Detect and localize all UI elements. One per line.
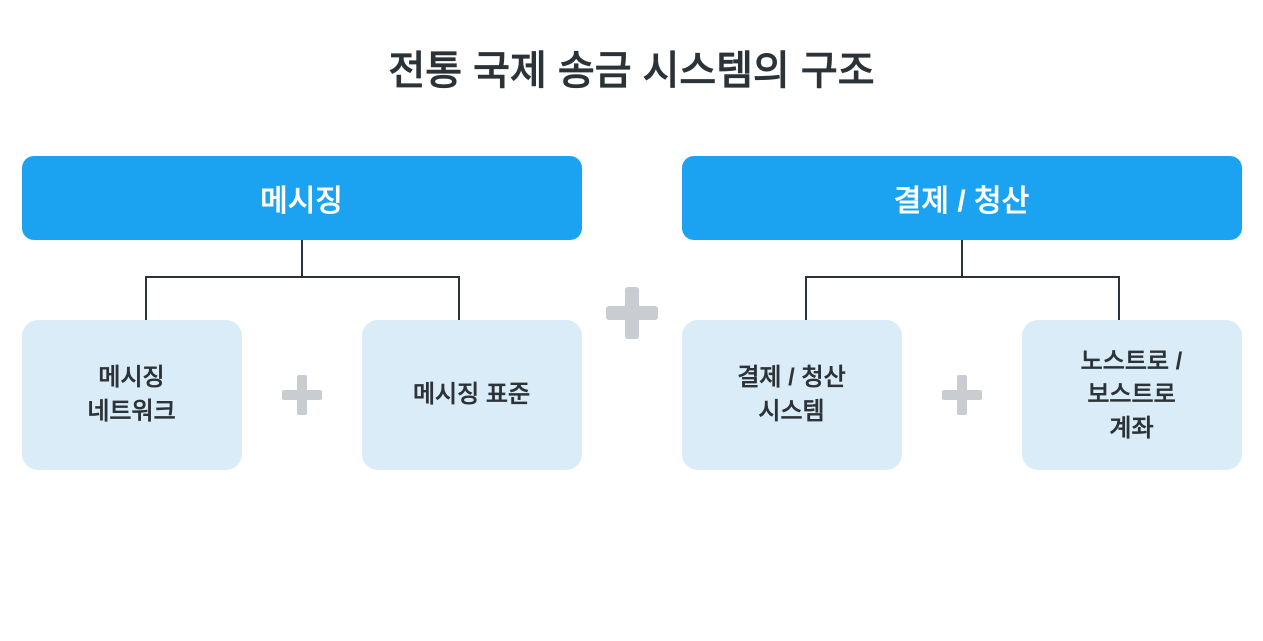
connector-line [301, 240, 303, 276]
parent-box-settlement: 결제 / 청산 [682, 156, 1242, 240]
parent-box-messaging: 메시징 [22, 156, 582, 240]
connector-line [145, 276, 459, 278]
child-box-settlement-system: 결제 / 청산 시스템 [682, 320, 902, 470]
connector-line [145, 276, 147, 320]
connector-line [805, 276, 807, 320]
plus-icon [582, 285, 682, 341]
page-title: 전통 국제 송금 시스템의 구조 [0, 0, 1263, 96]
children-row-left: 메시징 네트워크 메시징 표준 [22, 320, 582, 470]
connector-line [961, 240, 963, 276]
connector-line [458, 276, 460, 320]
connector-right [682, 240, 1242, 320]
plus-icon [922, 373, 1002, 417]
connector-line [805, 276, 1119, 278]
child-box-messaging-network: 메시징 네트워크 [22, 320, 242, 470]
branch-right: 결제 / 청산 결제 / 청산 시스템 노스트로 / 보스트로 계좌 [682, 156, 1242, 470]
plus-icon [262, 373, 342, 417]
branch-left: 메시징 메시징 네트워크 메시징 표준 [22, 156, 582, 470]
connector-line [1118, 276, 1120, 320]
child-box-messaging-standard: 메시징 표준 [362, 320, 582, 470]
children-row-right: 결제 / 청산 시스템 노스트로 / 보스트로 계좌 [682, 320, 1242, 470]
child-box-nostro-vostro: 노스트로 / 보스트로 계좌 [1022, 320, 1242, 470]
connector-left [22, 240, 582, 320]
diagram-container: 메시징 메시징 네트워크 메시징 표준 결제 / 청산 결제 / 청산 시스템 [0, 156, 1263, 470]
